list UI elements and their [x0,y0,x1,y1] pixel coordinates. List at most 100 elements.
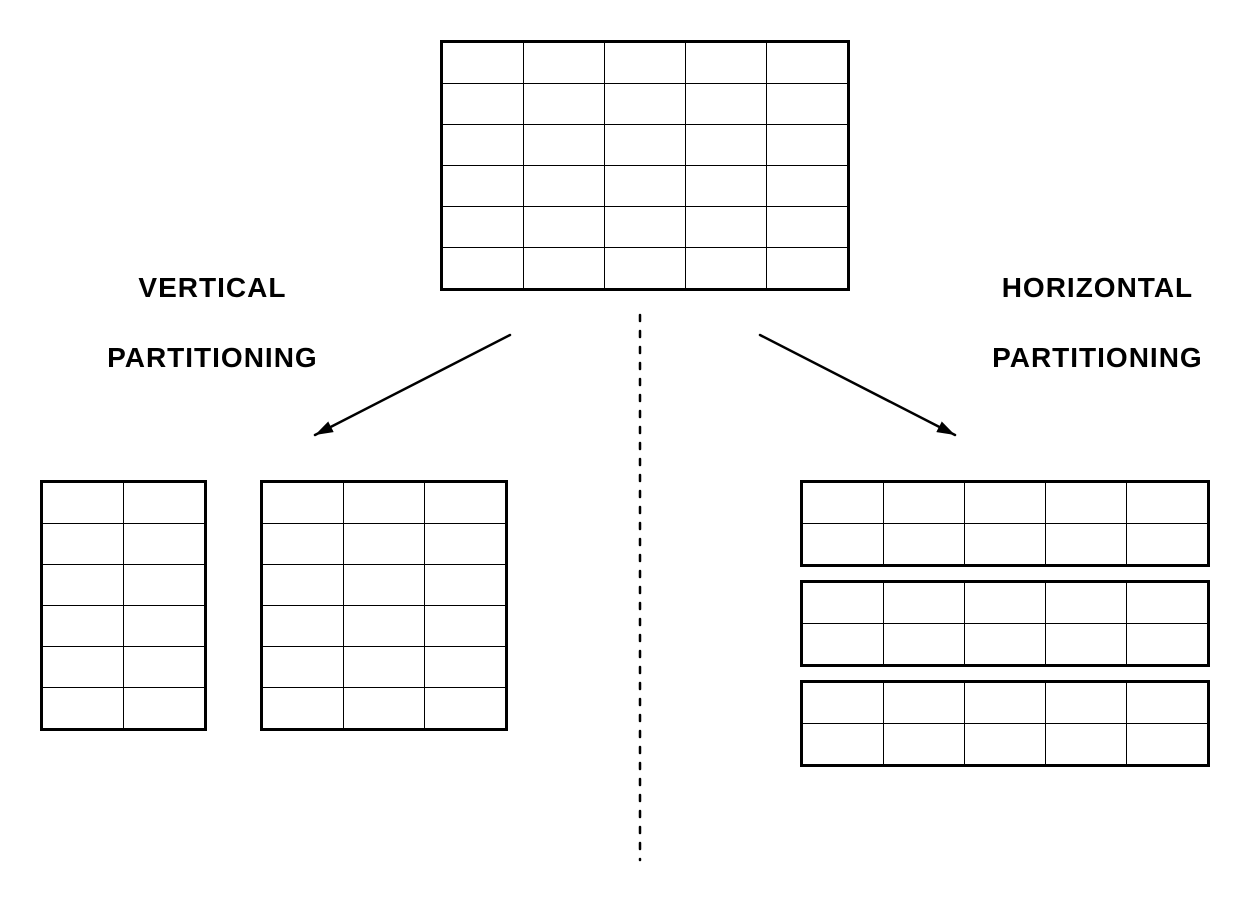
grid-cell [1127,624,1209,666]
arrow-right-icon [760,335,955,435]
grid-cell [802,624,884,666]
grid-cell [1127,582,1209,624]
grid-cell [884,524,965,566]
grid-cell [965,482,1046,524]
grid-cell [1046,682,1127,724]
grid-cell [1127,724,1209,766]
grid-cell [442,248,524,290]
grid-cell [884,582,965,624]
grid-cell [262,524,344,565]
grid-cell [442,125,524,166]
grid-cell [802,682,884,724]
grid-cell [686,125,767,166]
grid-cell [42,482,124,524]
horizontal-partitioning-label: HORIZONTAL PARTITIONING [957,235,1203,410]
grid-cell [802,524,884,566]
grid-cell [524,207,605,248]
grid-cell [124,606,206,647]
grid-cell [124,647,206,688]
grid-cell [425,482,507,524]
grid-cell [767,166,849,207]
grid-cell [884,724,965,766]
grid-cell [442,207,524,248]
grid-cell [524,166,605,207]
horizontal-partition-2-table [800,580,1210,667]
horizontal-partition-3-table [800,680,1210,767]
arrow-left-icon [315,335,510,435]
grid-cell [767,207,849,248]
grid-cell [802,482,884,524]
grid-cell [124,524,206,565]
grid-cell [686,248,767,290]
grid-cell [524,42,605,84]
grid-cell [262,688,344,730]
vertical-partition-left-table [40,480,207,731]
grid-cell [442,42,524,84]
horizontal-partitioning-label-line2: PARTITIONING [992,342,1203,373]
grid-cell [605,207,686,248]
grid-cell [605,125,686,166]
grid-cell [802,582,884,624]
grid-cell [965,524,1046,566]
grid-cell [344,565,425,606]
grid-cell [1046,724,1127,766]
grid-cell [767,248,849,290]
grid-cell [344,606,425,647]
grid-cell [262,482,344,524]
grid-cell [605,166,686,207]
horizontal-partition-1-table [800,480,1210,567]
grid-cell [686,42,767,84]
grid-cell [425,688,507,730]
grid-cell [767,42,849,84]
grid-cell [442,84,524,125]
grid-cell [124,482,206,524]
grid-cell [1127,682,1209,724]
grid-cell [42,647,124,688]
grid-cell [1127,482,1209,524]
grid-cell [965,624,1046,666]
grid-cell [965,582,1046,624]
vertical-partitioning-label-line1: VERTICAL [138,272,286,303]
grid-cell [1046,524,1127,566]
grid-cell [42,565,124,606]
source-table [440,40,850,291]
grid-cell [1046,624,1127,666]
grid-cell [965,724,1046,766]
grid-cell [605,42,686,84]
grid-cell [965,682,1046,724]
grid-cell [605,84,686,125]
vertical-partitioning-label-line2: PARTITIONING [107,342,318,373]
grid-cell [524,125,605,166]
diagram-stage: VERTICAL PARTITIONING HORIZONTAL PARTITI… [0,0,1240,900]
grid-cell [425,606,507,647]
grid-cell [884,624,965,666]
vertical-partition-right-table [260,480,508,731]
grid-cell [344,482,425,524]
grid-cell [425,565,507,606]
grid-cell [124,565,206,606]
grid-cell [1127,524,1209,566]
grid-cell [605,248,686,290]
grid-cell [686,207,767,248]
grid-cell [686,166,767,207]
grid-cell [262,606,344,647]
grid-cell [767,125,849,166]
grid-cell [1046,582,1127,624]
grid-cell [442,166,524,207]
horizontal-partitioning-label-line1: HORIZONTAL [1002,272,1193,303]
grid-cell [344,647,425,688]
grid-cell [425,524,507,565]
grid-cell [884,482,965,524]
grid-cell [884,682,965,724]
grid-cell [686,84,767,125]
grid-cell [1046,482,1127,524]
grid-cell [344,524,425,565]
grid-cell [524,84,605,125]
grid-cell [262,565,344,606]
grid-cell [767,84,849,125]
grid-cell [344,688,425,730]
grid-cell [42,688,124,730]
grid-cell [425,647,507,688]
grid-cell [124,688,206,730]
grid-cell [802,724,884,766]
